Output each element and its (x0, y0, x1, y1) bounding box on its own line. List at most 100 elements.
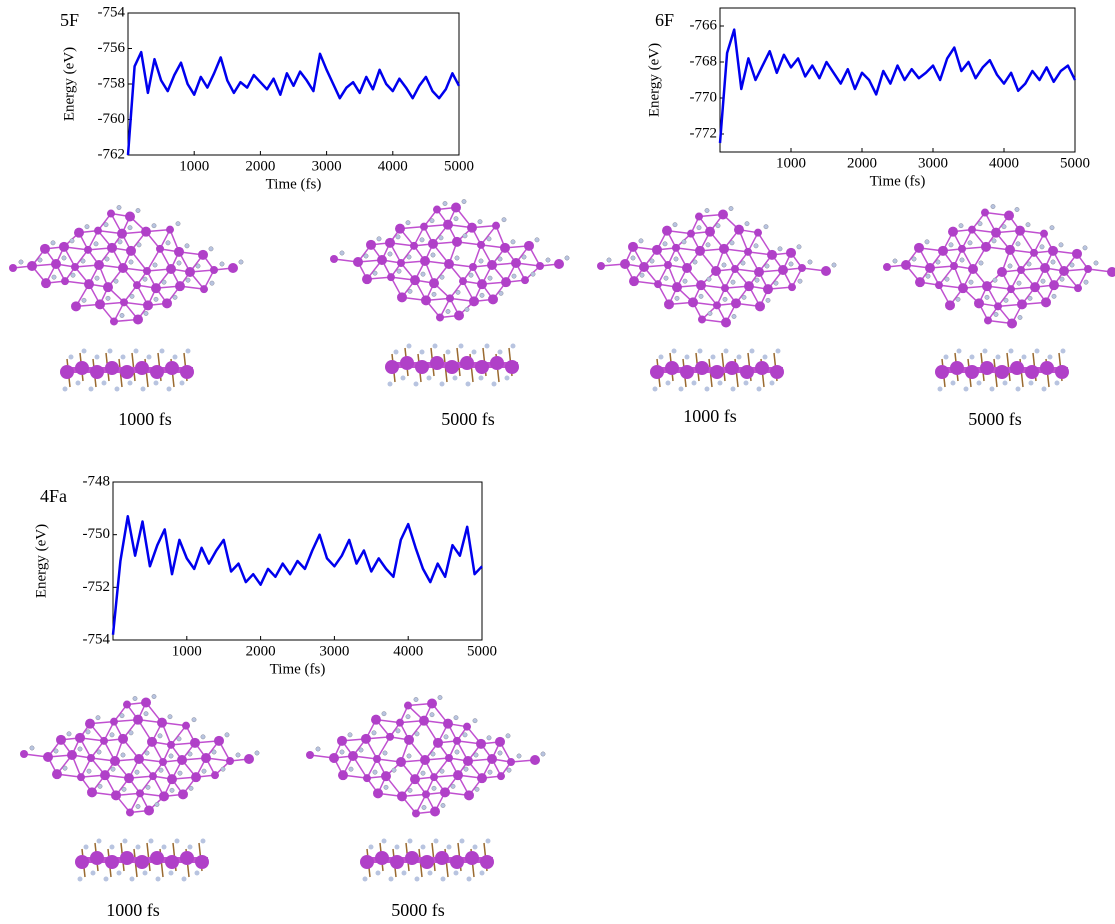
hydrogen (359, 748, 363, 752)
side-h (108, 349, 113, 354)
hydrogen (985, 295, 989, 299)
panel-label: 5F (60, 10, 79, 30)
atom (958, 245, 966, 253)
atom (228, 263, 238, 273)
hydrogen (1052, 294, 1056, 298)
atom (487, 754, 497, 764)
side-atom (120, 365, 134, 379)
side-atom (725, 361, 739, 375)
atom (143, 267, 151, 275)
atom (362, 274, 372, 284)
hydrogen (707, 277, 711, 281)
side-atom (135, 361, 149, 375)
atom (695, 246, 705, 256)
side-atom (435, 851, 449, 865)
atom (1030, 249, 1038, 257)
hydrogen (19, 260, 23, 264)
side-h (188, 845, 193, 850)
hydrogen (440, 769, 444, 773)
atom (87, 754, 95, 762)
atom (778, 265, 788, 275)
atom (536, 262, 544, 270)
side-h (128, 381, 133, 386)
hydrogen (85, 224, 89, 228)
hydrogen (968, 241, 972, 245)
side-atom (935, 365, 949, 379)
energy-line (720, 30, 1075, 143)
x-tick-label: 1000 (172, 643, 202, 659)
side-atom (460, 356, 474, 370)
side-atom (150, 851, 164, 865)
hydrogen (221, 767, 225, 771)
hydrogen (993, 278, 997, 282)
atom (338, 770, 348, 780)
hydrogen (731, 280, 735, 284)
atom (682, 263, 692, 273)
hydrogen (196, 264, 200, 268)
side-atom (105, 361, 119, 375)
hydrogen (188, 752, 192, 756)
atom (521, 276, 529, 284)
side-h (744, 381, 749, 386)
atom (124, 773, 134, 783)
hydrogen (1026, 222, 1030, 226)
hydrogen (456, 290, 460, 294)
atom (469, 296, 479, 306)
hydrogen (155, 802, 159, 806)
atom (178, 789, 188, 799)
atom (117, 229, 127, 239)
side-h (395, 845, 400, 850)
hydrogen (396, 729, 400, 733)
hydrogen (487, 736, 491, 740)
hydrogen (414, 697, 418, 701)
hydrogen (106, 296, 110, 300)
side-h (84, 845, 89, 850)
atom (330, 255, 338, 263)
atom (997, 267, 1007, 277)
hydrogen (110, 733, 114, 737)
hydrogen (94, 242, 98, 246)
atom (120, 298, 128, 306)
hydrogen (706, 243, 710, 247)
atom (487, 260, 497, 270)
hydrogen (52, 275, 56, 279)
hydrogen (406, 714, 410, 718)
side-atom (165, 361, 179, 375)
atom (133, 281, 141, 289)
atom (463, 723, 471, 731)
hydrogen (1018, 315, 1022, 319)
side-h (454, 871, 459, 876)
hydrogen (640, 273, 644, 277)
atom (982, 281, 992, 291)
atom (428, 239, 438, 249)
hydrogen (499, 291, 503, 295)
side-h (173, 355, 178, 360)
hydrogen (462, 199, 466, 203)
atom (125, 212, 135, 222)
atom (59, 242, 69, 252)
side-h (666, 381, 671, 386)
hydrogen (1004, 298, 1008, 302)
atom (731, 298, 741, 308)
side-atom (400, 356, 414, 370)
atom (107, 210, 115, 218)
hydrogen (722, 263, 726, 267)
hydrogen (185, 244, 189, 248)
hydrogen (755, 278, 759, 282)
side-h (1022, 355, 1027, 360)
hydrogen (432, 292, 436, 296)
side-h (705, 387, 710, 392)
atom (1015, 226, 1025, 236)
side-h (394, 350, 399, 355)
atom (436, 313, 444, 321)
atom (664, 261, 672, 269)
hydrogen (1094, 261, 1098, 265)
hydrogen (723, 297, 727, 301)
hydrogen (78, 747, 82, 751)
hydrogen (893, 259, 897, 263)
panel-label: 4Fa (40, 486, 67, 506)
atom (444, 259, 454, 269)
hydrogen (51, 241, 55, 245)
side-atom (150, 365, 164, 379)
hydrogen (469, 273, 473, 277)
